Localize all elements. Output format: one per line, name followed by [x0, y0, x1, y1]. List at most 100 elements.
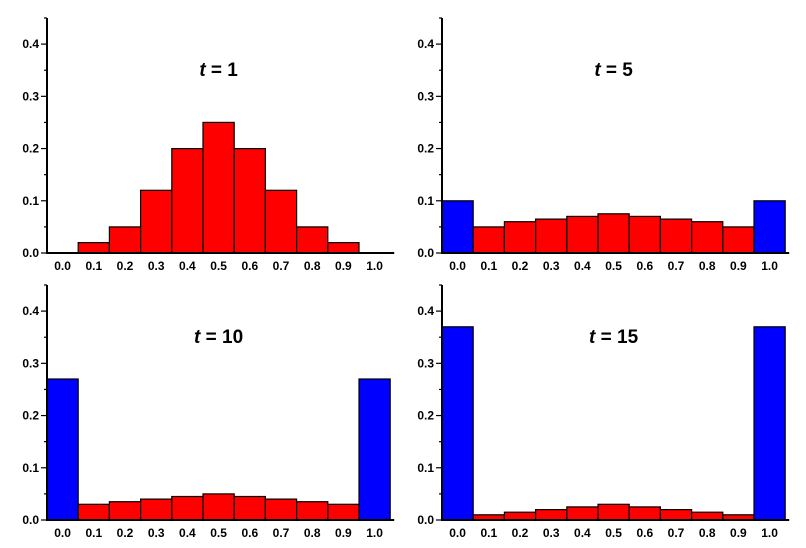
x-tick-label: 0.2	[117, 526, 134, 540]
x-tick-label: 0.0	[54, 526, 71, 540]
y-tick-label: 0.2	[417, 409, 434, 423]
x-tick-label: 0.7	[273, 259, 290, 273]
x-tick-label: 0.8	[304, 259, 321, 273]
x-tick-label: 0.9	[730, 259, 747, 273]
x-tick-label: 0.8	[699, 259, 716, 273]
x-tick-label: 0.3	[543, 526, 560, 540]
y-tick-label: 0.0	[22, 513, 39, 527]
x-tick-label: 0.7	[668, 526, 685, 540]
bar-0.8	[296, 226, 329, 254]
x-tick-label: 0.1	[85, 259, 102, 273]
bar-0.7	[659, 218, 693, 254]
y-tick-label: 0.0	[417, 513, 434, 527]
bar-0.2	[108, 501, 142, 521]
bar-0.8	[690, 511, 724, 521]
x-tick-label: 0.4	[179, 259, 196, 273]
bar-0.9	[327, 242, 360, 254]
x-tick-label: 0.0	[54, 259, 71, 273]
x-tick-label: 0.9	[335, 259, 352, 273]
bar-0.6	[233, 495, 266, 521]
panel-title: t = 5	[594, 60, 633, 81]
y-tick-label: 0.3	[417, 89, 434, 103]
x-tick-label: 0.2	[117, 259, 134, 273]
x-tick-label: 0.0	[449, 259, 466, 273]
x-tick-label: 0.5	[210, 526, 227, 540]
y-tick-label: 0.1	[417, 461, 434, 475]
bar-0.9	[327, 503, 360, 521]
bar-0.4	[171, 495, 204, 521]
y-tick-label: 0.1	[22, 461, 39, 475]
bar-0.7	[264, 189, 298, 254]
panel-title: t = 1	[199, 60, 238, 81]
bar-0.5	[202, 493, 235, 521]
bar-0.0	[441, 200, 474, 254]
y-tick-label: 0.0	[22, 246, 39, 260]
x-tick-label: 0.4	[574, 259, 591, 273]
bar-0.6	[628, 506, 662, 521]
panel-3: 0.0 0.1 0.2 0.3 0.4 0.0 0.1 0.2 0.3 0.4 0.5 0.6 0.7 0…	[22, 284, 395, 540]
x-tick-label: 0.1	[85, 526, 102, 540]
x-tick-label: 0.6	[636, 526, 653, 540]
bar-1.0	[358, 378, 391, 521]
x-tick-label: 0.8	[699, 526, 716, 540]
y-tick-label: 0.2	[22, 142, 39, 156]
bar-0.7	[659, 509, 693, 521]
x-tick-label: 0.7	[273, 526, 290, 540]
panel-title: t = 15	[589, 327, 639, 348]
bar-0.1	[77, 242, 110, 254]
bar-0.1	[472, 226, 506, 254]
x-tick-label: 1.0	[761, 526, 778, 540]
bar-0.4	[171, 148, 204, 254]
bar-0.5	[597, 213, 630, 254]
x-tick-label: 0.5	[210, 259, 227, 273]
panel-1: 0.0 0.1 0.2 0.3 0.4 0.0 0.1 0.2 0.3 0.4 0.5 0.6 0.7 0…	[22, 17, 395, 273]
panel-title: t = 10	[194, 327, 243, 348]
x-tick-label: 0.2	[512, 259, 529, 273]
x-tick-label: 0.8	[304, 526, 321, 540]
bar-0.8	[296, 501, 329, 521]
bar-0.6	[233, 148, 266, 254]
bar-0.2	[108, 226, 142, 254]
x-tick-label: 0.0	[449, 526, 466, 540]
y-tick-label: 0.3	[22, 89, 39, 103]
y-tick-label: 0.2	[417, 142, 434, 156]
x-tick-label: 0.2	[512, 526, 529, 540]
y-tick-label: 0.4	[417, 304, 434, 318]
x-tick-label: 0.1	[480, 259, 497, 273]
bar-0.7	[264, 498, 298, 521]
y-tick-label: 0.4	[22, 37, 39, 51]
bar-1.0	[753, 200, 786, 254]
x-tick-label: 0.4	[179, 526, 196, 540]
x-tick-label: 0.9	[730, 526, 747, 540]
bar-1.0	[753, 326, 786, 521]
x-tick-label: 0.6	[636, 259, 653, 273]
bar-0.9	[722, 226, 755, 254]
panel-4: 0.0 0.1 0.2 0.3 0.4 0.0 0.1 0.2 0.3 0.4 0.5 0.6 0.7 0…	[417, 284, 790, 540]
bar-0.2	[503, 221, 537, 254]
bar-0.3	[534, 218, 568, 254]
bar-0.0	[441, 326, 474, 521]
bar-0.1	[77, 503, 110, 521]
panel-2: 0.0 0.1 0.2 0.3 0.4 0.0 0.1 0.2 0.3 0.4 0.5 0.6 0.7 0…	[417, 17, 790, 273]
x-tick-label: 0.3	[148, 259, 165, 273]
x-tick-label: 0.4	[574, 526, 591, 540]
x-tick-label: 0.7	[668, 259, 685, 273]
bar-0.2	[503, 511, 537, 521]
x-tick-label: 0.5	[605, 259, 622, 273]
bar-0.3	[534, 509, 568, 521]
y-tick-label: 0.1	[417, 194, 434, 208]
bar-0.3	[140, 498, 173, 521]
y-tick-label: 0.0	[417, 246, 434, 260]
x-tick-label: 0.3	[543, 259, 560, 273]
bar-0.8	[690, 221, 724, 254]
x-tick-label: 0.3	[148, 526, 165, 540]
bar-0.3	[140, 189, 173, 254]
y-tick-label: 0.4	[22, 304, 39, 318]
y-tick-label: 0.3	[417, 356, 434, 370]
y-tick-label: 0.4	[417, 37, 434, 51]
bar-0.5	[202, 121, 235, 254]
x-tick-label: 1.0	[366, 526, 383, 540]
x-tick-label: 0.9	[335, 526, 352, 540]
x-tick-label: 1.0	[761, 259, 778, 273]
